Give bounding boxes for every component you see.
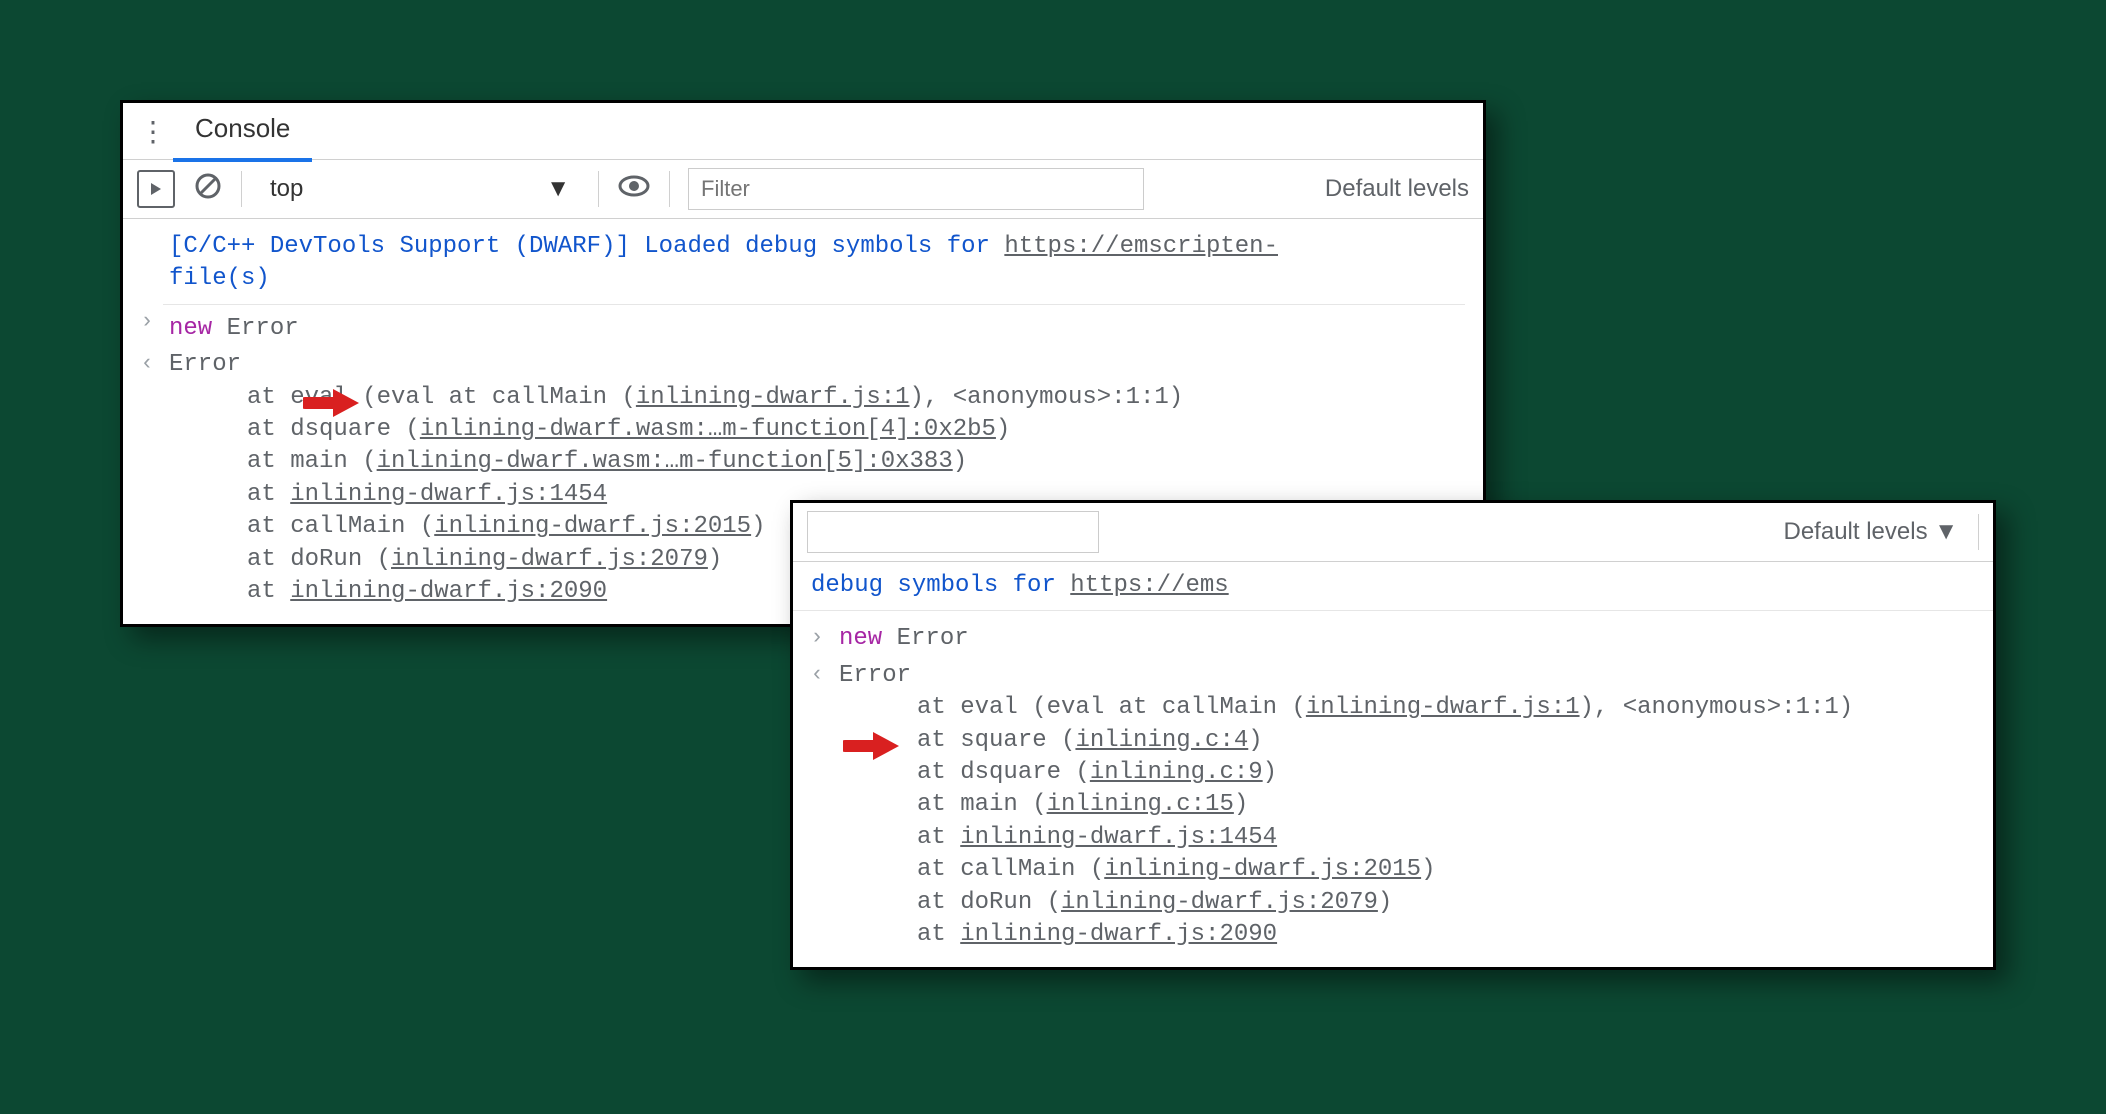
- info-message: [C/C++ DevTools Support (DWARF)] Loaded …: [163, 229, 1465, 298]
- toolbar-separator: [598, 171, 599, 207]
- source-link[interactable]: inlining.c:4: [1075, 727, 1248, 754]
- stack-line: at inlining-dwarf.js:2090: [917, 919, 1975, 951]
- stack-line: at eval (eval at callMain (inlining-dwar…: [247, 382, 1465, 414]
- kebab-menu-icon[interactable]: ⋮: [133, 115, 173, 148]
- source-link[interactable]: inlining-dwarf.wasm:…m-function[4]:0x2b5: [420, 416, 996, 443]
- keyword-new: new: [839, 625, 882, 652]
- toolbar-separator: [241, 171, 242, 207]
- error-word-text: Error: [897, 625, 969, 652]
- stack-line: at dsquare (inlining.c:9): [917, 757, 1975, 789]
- console-toolbar: Default levels ▼: [793, 503, 1993, 562]
- context-label: top: [270, 175, 303, 203]
- source-link[interactable]: inlining-dwarf.js:2015: [1104, 856, 1421, 883]
- source-link[interactable]: inlining-dwarf.js:2079: [1061, 889, 1378, 916]
- input-row: › new Error: [163, 304, 1465, 347]
- source-link[interactable]: inlining.c:15: [1047, 791, 1234, 818]
- console-toolbar: top ▼ Default levels: [123, 160, 1483, 219]
- stack-line: at square (inlining.c:4): [917, 725, 1975, 757]
- log-levels-selector[interactable]: Default levels: [1325, 175, 1469, 203]
- source-link[interactable]: inlining-dwarf.js:2090: [290, 578, 607, 605]
- chevron-down-icon: ▼: [546, 175, 570, 203]
- output-chevron-icon: ›: [805, 660, 829, 690]
- source-link[interactable]: inlining-dwarf.js:1454: [960, 824, 1277, 851]
- toggle-sidebar-icon[interactable]: [137, 170, 175, 208]
- source-link[interactable]: inlining.c:9: [1090, 759, 1263, 786]
- source-link[interactable]: inlining-dwarf.js:1: [636, 384, 910, 411]
- info-link[interactable]: https://ems: [1070, 572, 1228, 599]
- source-link[interactable]: inlining-dwarf.js:1: [1306, 694, 1580, 721]
- source-link[interactable]: inlining-dwarf.js:1454: [290, 481, 607, 508]
- stack-trace: at eval (eval at callMain (inlining-dwar…: [839, 692, 1975, 951]
- devtools-console-panel-after: Default levels ▼ debug symbols for https…: [790, 500, 1996, 970]
- stack-line: at main (inlining-dwarf.wasm:…m-function…: [247, 446, 1465, 478]
- input-row: › new Error: [833, 621, 1975, 657]
- log-levels-selector[interactable]: Default levels ▼: [1784, 518, 1965, 546]
- keyword-new: new: [169, 315, 212, 342]
- filter-input[interactable]: [688, 168, 1144, 210]
- info-link[interactable]: https://emscripten-: [1004, 233, 1278, 260]
- output-chevron-icon: ›: [135, 349, 159, 379]
- info-text: [C/C++ DevTools Support (DWARF)] Loaded …: [169, 233, 1004, 260]
- toolbar-separator: [1978, 514, 1979, 550]
- stack-line: at main (inlining.c:15): [917, 789, 1975, 821]
- info-message: debug symbols for https://ems: [793, 562, 1993, 611]
- stack-line: at dsquare (inlining-dwarf.wasm:…m-funct…: [247, 414, 1465, 446]
- tab-console[interactable]: Console: [173, 101, 312, 162]
- source-link[interactable]: inlining-dwarf.wasm:…m-function[5]:0x383: [377, 448, 953, 475]
- toolbar-separator: [669, 171, 670, 207]
- stack-line: at inlining-dwarf.js:1454: [917, 822, 1975, 854]
- clear-console-icon[interactable]: [193, 171, 223, 208]
- output-row: › Error at eval (eval at callMain (inlin…: [833, 658, 1975, 954]
- source-link[interactable]: inlining-dwarf.js:2015: [434, 513, 751, 540]
- error-heading: Error: [839, 662, 911, 689]
- context-selector[interactable]: top ▼: [260, 175, 580, 203]
- source-link[interactable]: inlining-dwarf.js:2090: [960, 921, 1277, 948]
- error-word-text: Error: [227, 315, 299, 342]
- tab-bar: ⋮ Console: [123, 103, 1483, 160]
- info-text: debug symbols for: [811, 572, 1070, 599]
- input-chevron-icon: ›: [135, 307, 159, 337]
- console-log: › new Error › Error at eval (eval at cal…: [793, 611, 1993, 967]
- info-text-2: file(s): [169, 263, 1465, 295]
- stack-line: at doRun (inlining-dwarf.js:2079): [917, 887, 1975, 919]
- live-expression-icon[interactable]: [617, 169, 651, 210]
- filter-input[interactable]: [807, 511, 1099, 553]
- stack-line: at eval (eval at callMain (inlining-dwar…: [917, 692, 1975, 724]
- error-heading: Error: [169, 351, 241, 378]
- source-link[interactable]: inlining-dwarf.js:2079: [391, 546, 708, 573]
- stack-line: at callMain (inlining-dwarf.js:2015): [917, 854, 1975, 886]
- input-chevron-icon: ›: [805, 623, 829, 653]
